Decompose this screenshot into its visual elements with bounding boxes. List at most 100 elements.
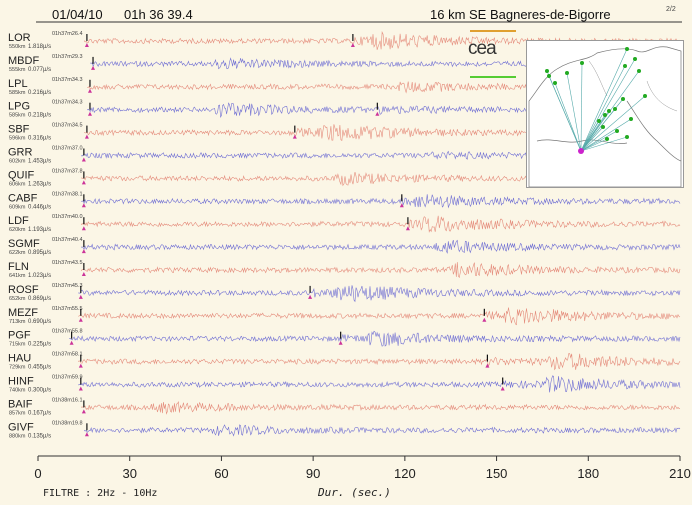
map-station-dot	[580, 61, 584, 65]
trace-sgmf	[80, 239, 681, 254]
station-dist-sgmf: 622km	[9, 250, 26, 256]
map-station-dot	[629, 117, 633, 121]
station-dist-sbf: 596km	[9, 136, 26, 142]
map-ray	[580, 126, 604, 152]
x-tick-label-180: 180	[577, 466, 599, 481]
pick-s-flag-hinf	[500, 386, 505, 391]
station-amp-givf: 0.135µ/s	[28, 433, 51, 439]
station-map	[526, 40, 684, 188]
map-station-dot	[623, 64, 627, 68]
map-ray	[580, 48, 628, 152]
station-name-hinf: HINF	[8, 376, 34, 388]
pick-p-flag-hau	[78, 363, 83, 368]
station-time-lpl: 01h37m34.3	[52, 77, 83, 83]
station-dist-mezf: 713km	[9, 319, 26, 325]
map-ray	[580, 138, 608, 152]
station-name-givf: GIVF	[8, 421, 34, 433]
station-amp-pgf: 0.225µ/s	[28, 342, 51, 348]
pick-s-flag-rosf	[308, 294, 313, 299]
map-station-dot	[601, 125, 605, 129]
x-tick-label-0: 0	[34, 466, 41, 481]
map-station-dot	[643, 94, 647, 98]
map-ray	[580, 108, 616, 152]
pick-p-flag-sbf	[84, 134, 89, 139]
pick-s-flag-lor	[350, 43, 355, 47]
station-amp-baif: 0.167µ/s	[28, 410, 51, 416]
pick-p-flag-mbdf	[91, 65, 96, 70]
map-station-dot	[637, 69, 641, 73]
station-amp-sgmf: 0.895µ/s	[28, 250, 51, 256]
map-station-dot	[547, 74, 551, 78]
event-time: 01h 36 39.4	[124, 7, 193, 22]
station-dist-cabf: 609km	[9, 204, 26, 210]
station-name-fln: FLN	[8, 261, 29, 273]
station-amp-mbdf: 0.077µ/s	[28, 67, 51, 73]
pick-p-flag-grr	[81, 157, 86, 162]
station-name-mbdf: MBDF	[8, 55, 39, 67]
trace-baif	[80, 401, 681, 415]
map-station-dot	[565, 71, 569, 75]
x-tick-label-120: 120	[394, 466, 416, 481]
map-ray	[548, 75, 582, 152]
station-amp-mezf: 0.690µ/s	[28, 319, 51, 325]
station-time-givf: 01h38m19.8	[52, 420, 83, 426]
pick-s-flag-cabf	[399, 203, 404, 208]
station-time-lor: 01h37m26.4	[52, 31, 83, 37]
pick-p-flag-cabf	[81, 203, 86, 208]
event-location: 16 km SE Bagneres-de-Bigorre	[430, 7, 611, 22]
trace-hau	[77, 353, 681, 371]
pick-p-flag-pgf	[69, 340, 74, 345]
pick-s-flag-hau	[485, 363, 490, 368]
station-time-baif: 01h38m16.1	[52, 397, 83, 403]
map-station-dot	[605, 137, 609, 141]
station-dist-grr: 602km	[9, 159, 26, 165]
station-name-baif: BAIF	[8, 398, 33, 410]
map-ray	[580, 62, 583, 152]
trace-mezf	[78, 307, 681, 326]
station-time-mbdf: 01h37m29.3	[52, 54, 83, 60]
pick-p-flag-lpl	[87, 88, 92, 93]
station-name-mezf: MEZF	[8, 307, 38, 319]
station-name-lpg: LPG	[8, 101, 30, 113]
station-amp-lor: 1.818µ/s	[28, 44, 51, 50]
pick-p-flag-fln	[81, 272, 86, 276]
station-amp-fln: 1.023µ/s	[28, 273, 51, 279]
map-ray	[580, 130, 618, 152]
station-time-hau: 01h37m58.1	[52, 352, 83, 358]
cea-logo: cea	[468, 38, 497, 59]
trace-rosf	[78, 285, 681, 303]
station-dist-lpg: 585km	[9, 113, 26, 119]
station-amp-hinf: 0.300µ/s	[28, 388, 51, 394]
x-tick-label-60: 60	[214, 466, 228, 481]
station-time-sgmf: 01h37m40.4	[52, 237, 83, 243]
pick-p-flag-givf	[84, 432, 89, 437]
pick-s-flag-sbf	[292, 134, 297, 139]
station-dist-hinf: 740km	[9, 388, 26, 394]
station-time-pgf: 01h37m55.8	[52, 329, 83, 335]
pick-s-flag-lpg	[375, 111, 380, 116]
station-time-hinf: 01h37m59.9	[52, 375, 83, 381]
x-tick-label-210: 210	[669, 466, 691, 481]
map-ray	[580, 95, 646, 152]
trace-pgf	[69, 330, 681, 347]
station-dist-ldf: 620km	[9, 227, 26, 233]
station-name-pgf: PGF	[8, 330, 31, 342]
station-name-lor: LOR	[8, 32, 31, 44]
pick-p-flag-quif	[81, 180, 86, 185]
station-amp-hau: 0.455µ/s	[28, 365, 51, 371]
station-time-mezf: 01h37m55.5	[52, 306, 83, 312]
station-dist-rosf: 652km	[9, 296, 26, 302]
map-station-dot	[607, 109, 611, 113]
station-name-cabf: CABF	[8, 192, 38, 204]
map-station-dot	[553, 81, 557, 85]
station-amp-lpl: 0.216µ/s	[28, 90, 51, 96]
pick-p-flag-lor	[84, 43, 89, 47]
map-station-dot	[613, 107, 617, 111]
x-tick-label-30: 30	[122, 466, 136, 481]
map-station-dot	[625, 135, 629, 139]
pick-p-flag-lpg	[87, 111, 92, 116]
pick-p-flag-ldf	[81, 226, 86, 231]
station-dist-lpl: 585km	[9, 90, 26, 96]
pick-s-flag-pgf	[338, 340, 343, 345]
